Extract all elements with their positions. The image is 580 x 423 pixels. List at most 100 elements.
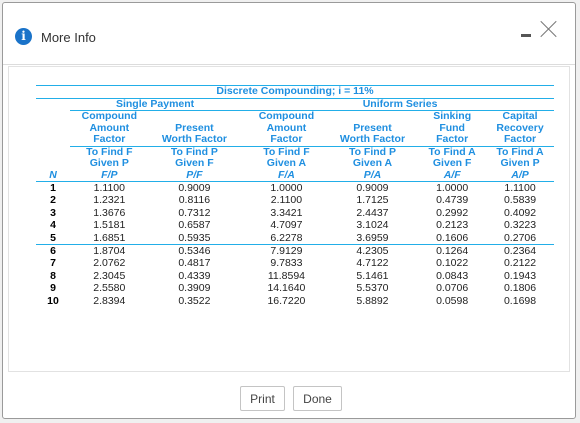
n-column-label: N: [36, 169, 70, 182]
table-row: 6 1.8704 0.5346 7.9129 4.2305 0.1264 0.2364: [36, 244, 554, 258]
period-number: 7: [50, 257, 56, 270]
factor-value: 0.1806: [503, 282, 537, 295]
period-number: 4: [50, 219, 56, 232]
factor-value: 1.0000: [436, 182, 469, 194]
factor-value: 1.8704: [70, 244, 149, 258]
factor-value: 0.1943: [503, 269, 537, 282]
factor-name-label: Worth Factor: [326, 133, 419, 147]
factor-find-label: To Find A: [496, 145, 544, 158]
factor-find-label: To Find F: [86, 145, 133, 158]
period-number: 10: [47, 294, 59, 307]
factor-name-label: Amount: [266, 121, 307, 134]
print-button[interactable]: Print: [240, 386, 285, 411]
factor-value: 2.3045: [93, 269, 126, 282]
factor-value: 0.9009: [356, 182, 389, 194]
factor-value: 1.6851: [93, 231, 126, 244]
factor-find-label: Given P: [500, 157, 540, 169]
minimize-icon[interactable]: [521, 34, 531, 37]
factor-symbol-label: F/A: [240, 169, 327, 182]
factor-value: 14.1640: [267, 282, 306, 295]
factor-name-label: Factor: [418, 133, 487, 147]
factor-name-label: Fund: [439, 121, 465, 134]
factor-value: 2.4437: [356, 206, 389, 219]
factor-value: 0.5346: [148, 244, 241, 258]
factor-value: 0.4739: [436, 194, 469, 207]
factor-name-label: Compound: [240, 110, 327, 123]
factor-symbol-label: A/F: [418, 169, 487, 182]
factor-value: 0.2706: [503, 231, 537, 244]
factor-value: 0.3223: [503, 219, 537, 232]
factor-value: 0.6587: [178, 219, 211, 232]
table-row: 7 2.0762 0.4817 9.7833 4.7122 0.1022 0.2122: [36, 257, 554, 269]
factor-value: 0.7312: [178, 206, 211, 219]
factor-find-label: To Find P: [170, 145, 218, 158]
close-icon[interactable]: [540, 20, 558, 38]
factor-find-label: Given F: [432, 157, 472, 169]
factor-value: 4.7097: [270, 219, 303, 232]
factor-find-label: To Find A: [428, 145, 476, 158]
factor-value: 3.1024: [356, 219, 389, 232]
factor-name-label: Present: [353, 121, 392, 134]
factor-value: 0.1698: [503, 294, 537, 307]
factor-name-label: Compound: [70, 110, 149, 123]
factor-name-label: Factor: [240, 133, 327, 147]
factor-value: 0.3909: [178, 282, 211, 295]
table-title: Discrete Compounding; i = 11%: [36, 85, 554, 99]
factor-value: 0.3522: [178, 294, 211, 307]
table-row: 8 2.3045 0.4339 11.8594 5.1461 0.0843 0.1943: [36, 270, 554, 282]
factor-name-label: Worth Factor: [148, 133, 241, 147]
factor-value: 0.4339: [178, 269, 211, 282]
table-row: 1 1.1100 0.9009 1.0000 0.9009 1.0000 1.1100: [36, 182, 554, 195]
factor-value: 1.1100: [93, 182, 125, 194]
factor-value: 0.1606: [436, 231, 469, 244]
factor-value: 0.1022: [436, 257, 469, 270]
factor-value: 1.0000: [270, 182, 303, 194]
factor-value: 0.0843: [436, 269, 469, 282]
factor-symbol-label: P/F: [148, 169, 241, 182]
factor-value: 1.7125: [356, 194, 389, 207]
done-button[interactable]: Done: [293, 386, 342, 411]
factor-symbol-label: F/P: [70, 169, 149, 182]
factor-name-label: [148, 110, 241, 123]
factor-find-label: Given A: [352, 157, 393, 169]
factor-name-label: Factor: [70, 133, 149, 147]
factor-value: 1.3676: [93, 206, 126, 219]
factor-value: 16.7220: [267, 294, 306, 307]
factor-value: 1.5181: [93, 219, 126, 232]
factor-value: 2.8394: [93, 294, 126, 307]
factor-value: 0.2122: [503, 257, 537, 270]
factor-find-label: Given F: [175, 157, 214, 169]
interest-factor-table: Discrete Compounding; i = 11% Single Pay…: [36, 85, 554, 307]
factor-name-label: Recovery: [496, 121, 544, 134]
factor-value: 0.1264: [418, 244, 487, 258]
more-info-dialog: i More Info Discrete Compounding; i = 11…: [2, 2, 576, 419]
factor-value: 1.1100: [504, 182, 536, 194]
factor-value: 0.4092: [503, 206, 537, 219]
table-row: 9 2.5580 0.3909 14.1640 5.5370 0.0706 0.1806: [36, 282, 554, 294]
factor-value: 0.2364: [486, 244, 554, 258]
factor-value: 6.2278: [270, 231, 303, 244]
factor-value: 7.9129: [240, 244, 327, 258]
factor-value: 0.2992: [436, 206, 469, 219]
period-number: 6: [36, 244, 70, 258]
period-number: 5: [50, 231, 56, 244]
factor-value: 3.3421: [270, 206, 303, 219]
factor-name-label: Sinking: [418, 110, 487, 123]
factor-value: 0.2123: [436, 219, 469, 232]
period-number: 3: [50, 206, 56, 219]
factor-value: 1.2321: [93, 194, 126, 207]
factor-name-label: Capital: [486, 110, 554, 123]
dialog-title: More Info: [41, 30, 96, 45]
factor-find-label: Given A: [266, 157, 307, 169]
table-row: 2 1.2321 0.8116 2.1100 1.7125 0.4739 0.5839: [36, 194, 554, 206]
factor-value: 5.5370: [356, 282, 389, 295]
factor-value: 0.5935: [178, 231, 211, 244]
factor-value: 11.8594: [267, 269, 306, 282]
dialog-titlebar: i More Info: [3, 3, 575, 65]
period-number: 2: [50, 194, 56, 207]
factor-find-label: To Find F: [263, 145, 310, 158]
factor-value: 0.8116: [178, 194, 211, 207]
factor-value: 0.5839: [503, 194, 537, 207]
table-row: 4 1.5181 0.6587 4.7097 3.1024 0.2123 0.3223: [36, 219, 554, 231]
factor-find-label: Given P: [89, 157, 129, 169]
